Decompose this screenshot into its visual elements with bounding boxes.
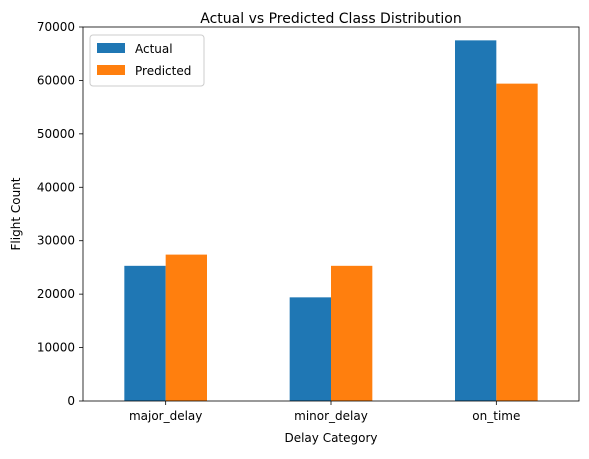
x-tick-label: on_time	[472, 409, 520, 423]
y-tick-label: 0	[67, 394, 75, 408]
y-tick-label: 70000	[37, 20, 75, 34]
y-tick-label: 30000	[37, 234, 75, 248]
y-axis-label: Flight Count	[9, 177, 23, 250]
bar-actual-on_time	[455, 40, 497, 401]
bar-actual-minor_delay	[289, 297, 331, 401]
legend-swatch-predicted	[97, 65, 125, 75]
y-tick-label: 50000	[37, 127, 75, 141]
x-axis-label: Delay Category	[284, 431, 377, 445]
bar-predicted-on_time	[496, 83, 538, 402]
bar-actual-major_delay	[124, 265, 166, 401]
plot-area: 0 10000 20000 30000 40000 50000 60000 70000 maj…	[37, 20, 580, 423]
chart-title: Actual vs Predicted Class Distribution	[200, 11, 461, 27]
y-tick-label: 40000	[37, 180, 75, 194]
legend: Actual Predicted	[89, 34, 205, 87]
legend-label-actual: Actual	[135, 42, 173, 56]
legend-swatch-actual	[97, 43, 125, 53]
bar-predicted-minor_delay	[331, 265, 373, 401]
x-tick-label: major_delay	[129, 409, 202, 423]
y-tick-label: 10000	[37, 341, 75, 355]
y-tick-label: 60000	[37, 73, 75, 87]
legend-label-predicted: Predicted	[135, 64, 191, 78]
bar-predicted-major_delay	[165, 254, 207, 401]
x-tick-label: minor_delay	[294, 409, 368, 423]
y-tick-label: 20000	[37, 287, 75, 301]
